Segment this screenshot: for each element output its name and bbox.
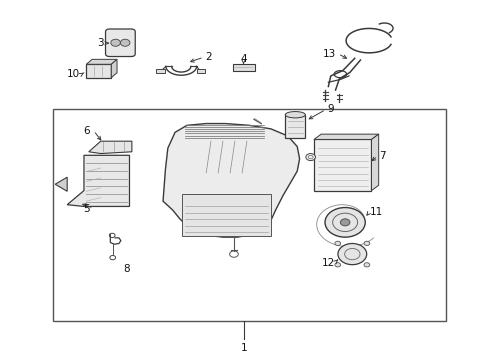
Circle shape <box>334 241 340 246</box>
Polygon shape <box>89 141 132 154</box>
Text: 5: 5 <box>83 204 90 214</box>
Bar <box>196 69 205 73</box>
Bar <box>53 109 445 321</box>
Polygon shape <box>313 134 378 139</box>
Polygon shape <box>371 134 378 190</box>
Text: 7: 7 <box>378 151 385 161</box>
Bar <box>182 194 270 237</box>
Bar <box>313 139 371 190</box>
Circle shape <box>337 243 366 265</box>
Polygon shape <box>86 59 117 64</box>
Bar <box>285 115 305 138</box>
Ellipse shape <box>285 112 305 118</box>
Text: 1: 1 <box>241 343 247 352</box>
Text: 6: 6 <box>83 126 90 136</box>
Circle shape <box>340 219 349 226</box>
Text: 3: 3 <box>97 38 103 48</box>
Text: 11: 11 <box>369 207 383 217</box>
Text: 13: 13 <box>323 49 336 59</box>
Bar <box>86 64 111 78</box>
Circle shape <box>325 207 365 237</box>
Circle shape <box>334 263 340 267</box>
Circle shape <box>111 39 120 46</box>
Text: 10: 10 <box>67 69 80 79</box>
Text: 12: 12 <box>321 258 334 268</box>
Circle shape <box>305 154 315 161</box>
Circle shape <box>363 241 369 246</box>
Bar <box>156 69 164 73</box>
Circle shape <box>120 39 130 46</box>
Text: 2: 2 <box>205 52 211 62</box>
Bar <box>232 64 254 71</box>
Circle shape <box>363 263 369 267</box>
Text: 4: 4 <box>240 54 246 64</box>
Polygon shape <box>163 123 299 237</box>
Text: 9: 9 <box>327 104 333 114</box>
Polygon shape <box>55 177 67 191</box>
Text: 8: 8 <box>123 264 130 274</box>
Polygon shape <box>111 59 117 78</box>
Polygon shape <box>67 155 129 207</box>
FancyBboxPatch shape <box>105 29 135 57</box>
